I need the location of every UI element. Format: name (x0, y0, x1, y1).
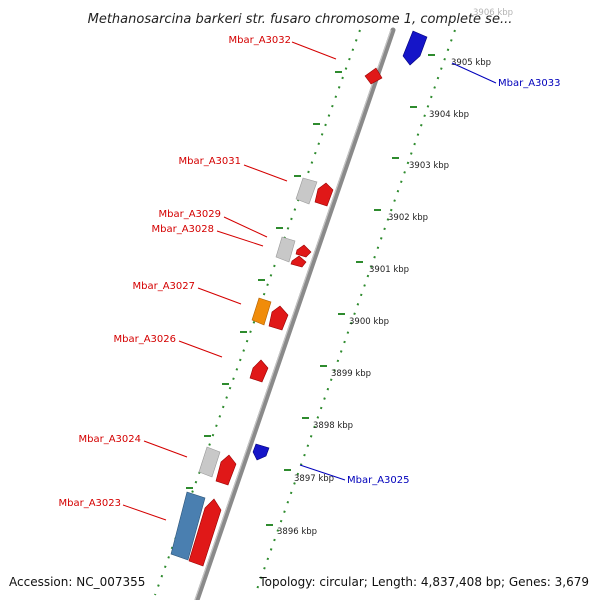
tick-label: 3899 kbp (331, 369, 371, 379)
gene-feature-mbar-a3023-red[interactable] (188, 498, 222, 567)
leader-mbar-a3033 (451, 62, 497, 84)
tick-label-faded: 3906 kbp (473, 8, 513, 18)
reverse-genes (252, 30, 428, 461)
gene-feature-mbar-a3026[interactable] (249, 359, 269, 383)
tick-label: 3898 kbp (313, 421, 353, 431)
leader-mbar-a3028 (216, 230, 264, 247)
gene-label[interactable]: Mbar_A3023 (58, 498, 121, 509)
tick-label: 3905 kbp (451, 58, 491, 68)
gene-feature-mbar-a3032[interactable] (364, 67, 383, 85)
tick-marks: 3896 kbp 3897 kbp 3898 kbp 3899 kbp 3900… (266, 8, 513, 537)
chromosome-backbone (194, 27, 396, 600)
gene-feature-mbar-a3029[interactable] (295, 244, 312, 258)
gene-label[interactable]: Mbar_A3025 (347, 475, 410, 486)
gene-feature-mbar-a3028[interactable] (290, 255, 307, 268)
tick-label: 3904 kbp (429, 110, 469, 120)
gene-feature-mbar-a3027-red[interactable] (268, 305, 289, 331)
gene-feature-mbar-a3024-red[interactable] (215, 454, 237, 486)
tick-label: 3900 kbp (349, 317, 389, 327)
gene-feature-mbar-a3023-steelblue[interactable] (170, 491, 206, 561)
tick-label: 3902 kbp (388, 213, 428, 223)
gene-feature-mbar-a3033[interactable] (402, 30, 428, 66)
gene-label[interactable]: Mbar_A3031 (178, 156, 241, 167)
forward-genes (188, 67, 383, 567)
tick-label: 3897 kbp (294, 474, 334, 484)
leader-mbar-a3026 (178, 340, 223, 358)
tick-label: 3901 kbp (369, 265, 409, 275)
tick-label: 3903 kbp (409, 161, 449, 171)
gene-feature-mbar-a3031[interactable] (314, 182, 334, 207)
gene-feature-mbar-a3027-orange[interactable] (251, 297, 272, 326)
leader-mbar-a3025 (299, 464, 346, 481)
leader-mbar-a3032 (291, 41, 337, 60)
gene-feature-mbar-a3028-gray[interactable] (275, 236, 296, 263)
gene-feature-mbar-a3025[interactable] (252, 443, 270, 461)
gene-feature-mbar-a3024-gray[interactable] (198, 446, 221, 478)
gene-labels: Mbar_A3032 Mbar_A3031 Mbar_A3029 Mbar_A3… (58, 35, 560, 509)
leader-mbar-a3024 (143, 440, 188, 458)
leader-mbar-a3031 (243, 164, 288, 182)
gene-label[interactable]: Mbar_A3024 (78, 434, 141, 445)
accession-text: Accession: NC_007355 (9, 575, 145, 589)
map-title: Methanosarcina barkeri str. fusaro chrom… (88, 12, 513, 27)
gene-label[interactable]: Mbar_A3028 (151, 224, 214, 235)
topology-summary: Topology: circular; Length: 4,837,408 bp… (258, 575, 589, 589)
gene-label[interactable]: Mbar_A3029 (158, 209, 221, 220)
leader-mbar-a3023 (122, 504, 167, 521)
gene-feature-mbar-a3031-gray[interactable] (295, 177, 318, 205)
gene-label[interactable]: Mbar_A3032 (228, 35, 291, 46)
other-genes (170, 177, 318, 561)
label-leaders (122, 41, 497, 521)
gene-label[interactable]: Mbar_A3033 (498, 78, 561, 89)
gene-label[interactable]: Mbar_A3027 (132, 281, 195, 292)
gene-label[interactable]: Mbar_A3026 (113, 334, 176, 345)
chromosome-backbone-highlight (194, 29, 392, 600)
outer-tick-marks (186, 71, 342, 489)
leader-mbar-a3029 (223, 216, 268, 238)
tick-label: 3896 kbp (277, 527, 317, 537)
leader-mbar-a3027 (197, 287, 242, 305)
